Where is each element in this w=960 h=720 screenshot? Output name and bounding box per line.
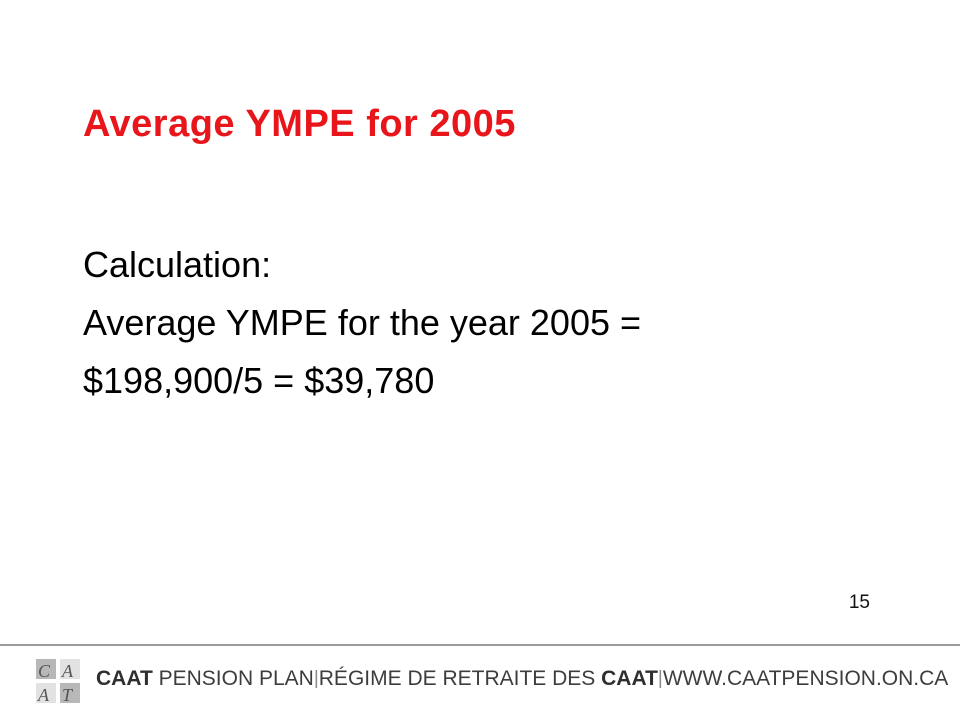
caat-logo-icon: C A A T xyxy=(34,657,82,705)
footer-plan-name: CAAT PENSION PLAN xyxy=(96,667,314,691)
svg-text:T: T xyxy=(62,685,74,705)
svg-text:A: A xyxy=(37,685,50,705)
svg-text:C: C xyxy=(38,661,51,681)
footer-divider xyxy=(0,644,960,646)
calculation-heading: Calculation: xyxy=(83,244,272,285)
footer-french-rest: RÉGIME DE RETRAITE DES xyxy=(318,667,602,690)
calculation-result: $198,900/5 = $39,780 xyxy=(83,360,435,401)
footer-plan-rest: PENSION PLAN xyxy=(152,667,314,690)
footer-plan-bold: CAAT xyxy=(96,667,153,690)
footer-bar: CAAT PENSION PLAN | RÉGIME DE RETRAITE D… xyxy=(96,664,948,694)
footer-french-bold: CAAT xyxy=(601,667,658,690)
page-number: 15 xyxy=(848,592,870,613)
footer-french-name: RÉGIME DE RETRAITE DES CAAT xyxy=(319,667,658,691)
footer-separator: | xyxy=(313,668,319,689)
calculation-body: Calculation: Average YMPE for the year 2… xyxy=(83,236,641,410)
svg-text:A: A xyxy=(61,661,74,681)
footer-separator-2: | xyxy=(657,668,663,689)
calculation-statement: Average YMPE for the year 2005 = xyxy=(83,302,642,343)
slide-title: Average YMPE for 2005 xyxy=(83,103,516,145)
footer-website[interactable]: WWW.CAATPENSION.ON.CA xyxy=(662,667,949,690)
